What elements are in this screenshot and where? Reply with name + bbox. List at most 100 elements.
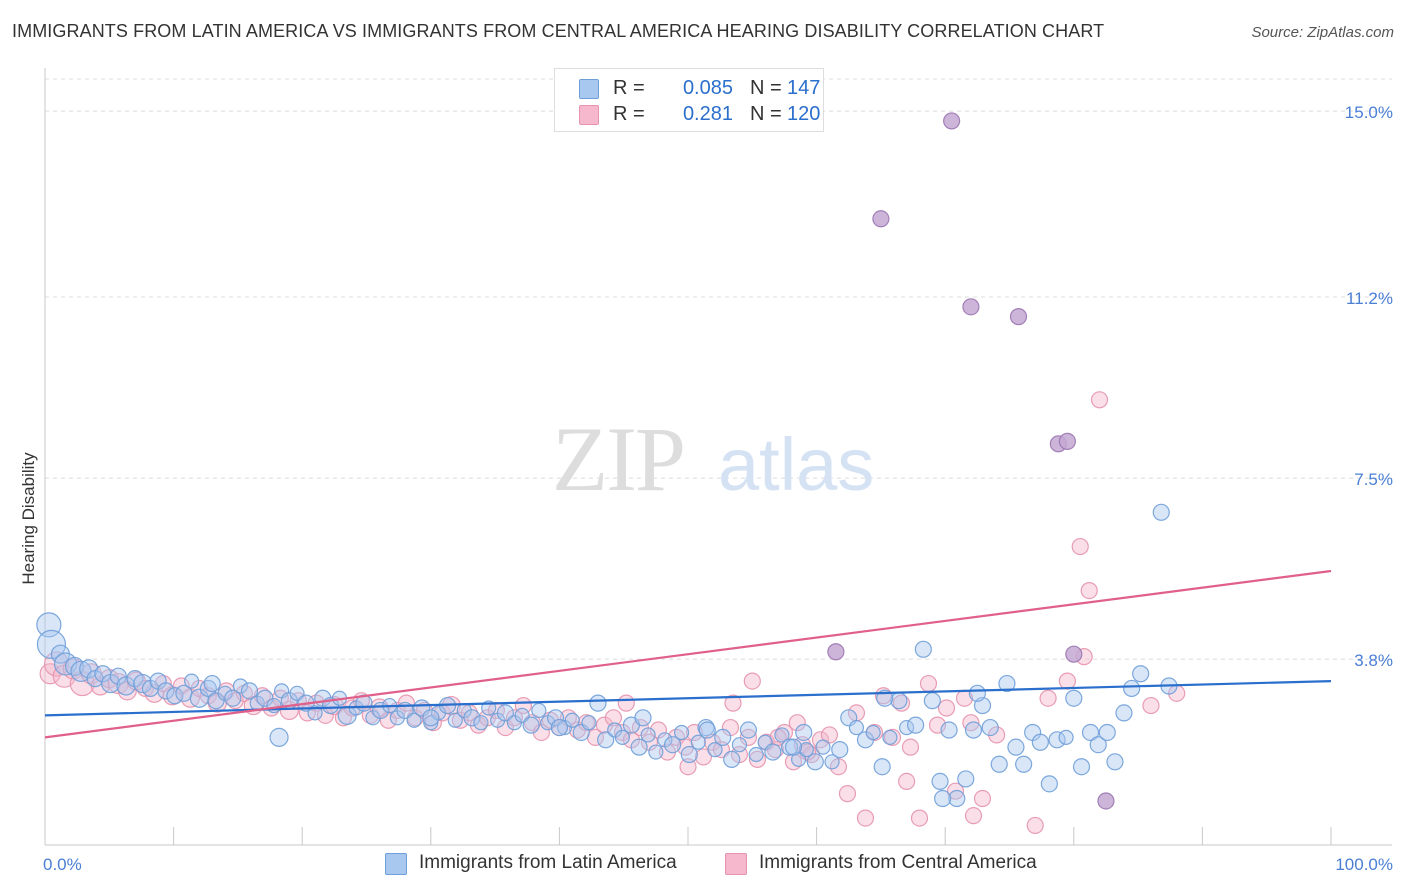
y-tick-label: 11.2% <box>1346 289 1393 308</box>
data-point-blue <box>990 755 1008 773</box>
data-point-blue <box>795 723 813 742</box>
data-point-blue <box>998 674 1016 693</box>
data-point-blue <box>614 729 631 745</box>
data-point-blue <box>203 674 221 693</box>
data-point-purple <box>943 112 961 130</box>
data-point-blue <box>564 712 580 728</box>
data-point-blue <box>224 689 242 707</box>
data-point-pink <box>748 750 767 768</box>
data-point-blue <box>940 721 958 739</box>
data-point-blue <box>36 629 67 660</box>
data-point-blue <box>964 721 983 739</box>
data-point-blue <box>1081 723 1100 742</box>
data-point-blue <box>630 738 648 756</box>
data-point-blue <box>780 738 799 756</box>
data-point-blue <box>1040 775 1058 793</box>
data-point-pink <box>1080 581 1098 600</box>
data-point-blue <box>968 684 986 702</box>
data-point-blue <box>731 737 748 753</box>
data-point-blue <box>739 721 758 739</box>
data-point-blue <box>1065 689 1083 707</box>
data-point-blue <box>634 709 652 727</box>
data-point-blue <box>447 712 463 728</box>
data-point-blue <box>1132 665 1150 683</box>
data-point-purple <box>827 643 845 661</box>
data-point-blue <box>232 678 249 694</box>
data-point-purple <box>1058 432 1076 450</box>
data-point-blue <box>774 727 790 743</box>
data-point-pink <box>679 758 697 776</box>
data-point-blue <box>640 727 656 743</box>
data-point-blue <box>1058 729 1074 745</box>
data-point-blue <box>723 750 741 768</box>
data-point-blue <box>1106 753 1124 771</box>
legend-r-label: R = <box>613 77 645 99</box>
grid-layer <box>45 78 1392 660</box>
y-axis-label: Hearing Disability <box>19 452 38 585</box>
data-point-blue <box>824 754 840 770</box>
data-point-purple <box>1009 308 1028 326</box>
data-point-blue <box>184 673 200 689</box>
y-tick-label: 15.0% <box>1345 103 1393 122</box>
data-point-blue <box>1031 733 1049 751</box>
data-point-blue <box>680 745 698 764</box>
bottom-legend-label-b: Immigrants from Central America <box>759 852 1037 873</box>
data-point-blue <box>831 740 849 759</box>
data-point-blue <box>934 789 952 808</box>
data-point-blue <box>714 728 732 746</box>
data-point-blue <box>873 758 891 776</box>
legend-swatch-pink <box>579 105 599 125</box>
data-point-blue <box>133 673 153 694</box>
data-point-pink <box>1026 816 1044 835</box>
data-point-pink <box>1142 696 1160 715</box>
data-point-pink <box>910 809 929 827</box>
data-point-blue <box>981 718 999 737</box>
data-point-blue <box>876 689 894 707</box>
y-tick-label: 7.5% <box>1354 470 1393 489</box>
x-tick-label-max: 100.0% <box>1335 855 1393 874</box>
legend-swatch-blue <box>579 79 599 99</box>
data-point-pink <box>919 674 938 693</box>
legend-n-value-b: 120 <box>787 103 821 125</box>
data-point-purple <box>962 298 980 316</box>
data-point-pink <box>1071 537 1089 556</box>
data-point-blue <box>116 676 136 696</box>
data-point-blue <box>109 667 127 685</box>
data-point-blue <box>890 692 908 710</box>
data-point-blue <box>907 716 925 734</box>
data-point-purple <box>1097 792 1115 810</box>
data-point-pink <box>892 694 911 712</box>
chart-title: IMMIGRANTS FROM LATIN AMERICA VS IMMIGRA… <box>12 21 1105 41</box>
data-point-blue <box>1048 731 1066 749</box>
data-point-blue <box>957 770 975 788</box>
y-tick-label: 3.8% <box>1354 651 1393 670</box>
bottom-legend-swatch-blue <box>385 853 407 875</box>
data-point-pink <box>973 789 992 808</box>
data-point-pink <box>856 809 875 827</box>
data-point-blue <box>948 789 966 808</box>
data-point-blue <box>931 772 949 790</box>
watermark-atlas: atlas <box>718 423 874 506</box>
data-point-blue <box>1089 736 1107 754</box>
data-point-blue <box>1015 755 1033 773</box>
data-point-blue <box>648 744 664 760</box>
data-point-blue <box>1115 704 1133 722</box>
data-point-blue <box>1007 738 1025 756</box>
data-point-pink <box>595 716 614 734</box>
data-point-blue <box>597 731 615 749</box>
stats-legend: R = 0.085 N = 147 R = 0.281 N = 120 <box>554 68 824 132</box>
data-point-blue <box>784 738 803 756</box>
trend-line-pink <box>44 569 1332 739</box>
legend-r-value-a: 0.085 <box>682 77 733 99</box>
data-point-pink <box>253 687 271 705</box>
trend-layer <box>44 569 1332 739</box>
data-point-pink <box>937 699 956 717</box>
source-label: Source: ZipAtlas.com <box>1251 24 1394 41</box>
data-point-blue <box>496 704 514 722</box>
legend-r-value-b: 0.281 <box>682 103 733 125</box>
points-layer <box>36 112 1186 835</box>
data-point-blue <box>923 692 941 710</box>
data-point-blue <box>422 709 440 727</box>
data-point-blue <box>848 719 865 736</box>
